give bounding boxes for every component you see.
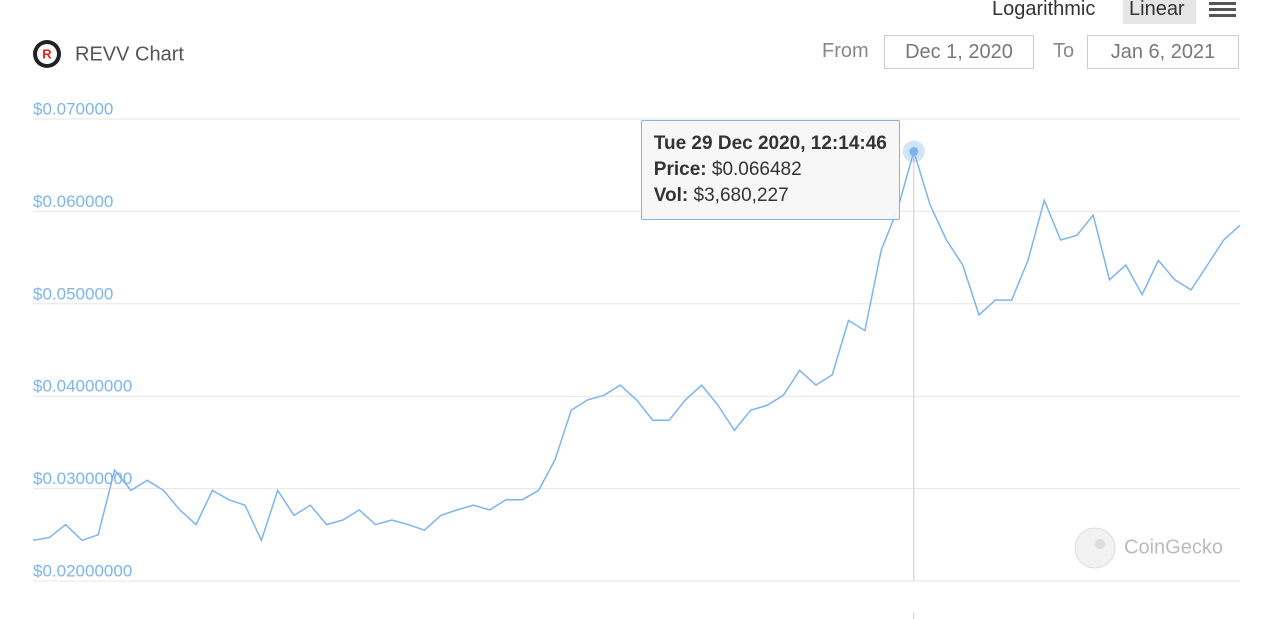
to-date[interactable]: Jan 6, 2021	[1087, 35, 1239, 69]
watermark-text: CoinGecko	[1124, 536, 1223, 558]
scale-option[interactable]: Linear	[1129, 0, 1185, 20]
chart-title: REVV Chart	[75, 43, 184, 65]
y-tick-label: $0.04000000	[33, 377, 132, 396]
y-tick-label: $0.070000	[33, 99, 113, 118]
hover-point	[909, 147, 919, 157]
logo: R	[33, 40, 61, 68]
scale-selected	[1123, 0, 1196, 24]
from-label: From	[822, 40, 869, 62]
y-tick-label: $0.02000000	[33, 561, 132, 580]
y-tick-label: $0.050000	[33, 284, 113, 303]
watermark: CoinGecko	[1074, 527, 1223, 569]
scale-option[interactable]: Logarithmic	[992, 0, 1096, 20]
tooltip: Tue 29 Dec 2020, 12:14:46 Price: $0.0664…	[640, 119, 900, 220]
to-label: To	[1053, 40, 1075, 62]
tooltip-date: Tue 29 Dec 2020, 12:14:46	[653, 132, 887, 154]
tooltip-price: $0.066482	[711, 158, 802, 180]
y-tick-label: $0.060000	[33, 192, 113, 211]
tooltip-price-label: Price:	[653, 158, 707, 180]
menu-icon[interactable]	[1209, 2, 1236, 17]
y-tick-label: $0.03000000	[33, 469, 132, 488]
svg-text:R: R	[42, 46, 52, 61]
tooltip-vol: $3,680,227	[693, 184, 789, 206]
from-date[interactable]: Dec 1, 2020	[884, 35, 1034, 69]
price-line	[32, 148, 1241, 543]
tooltip-vol-label: Vol:	[653, 184, 689, 206]
